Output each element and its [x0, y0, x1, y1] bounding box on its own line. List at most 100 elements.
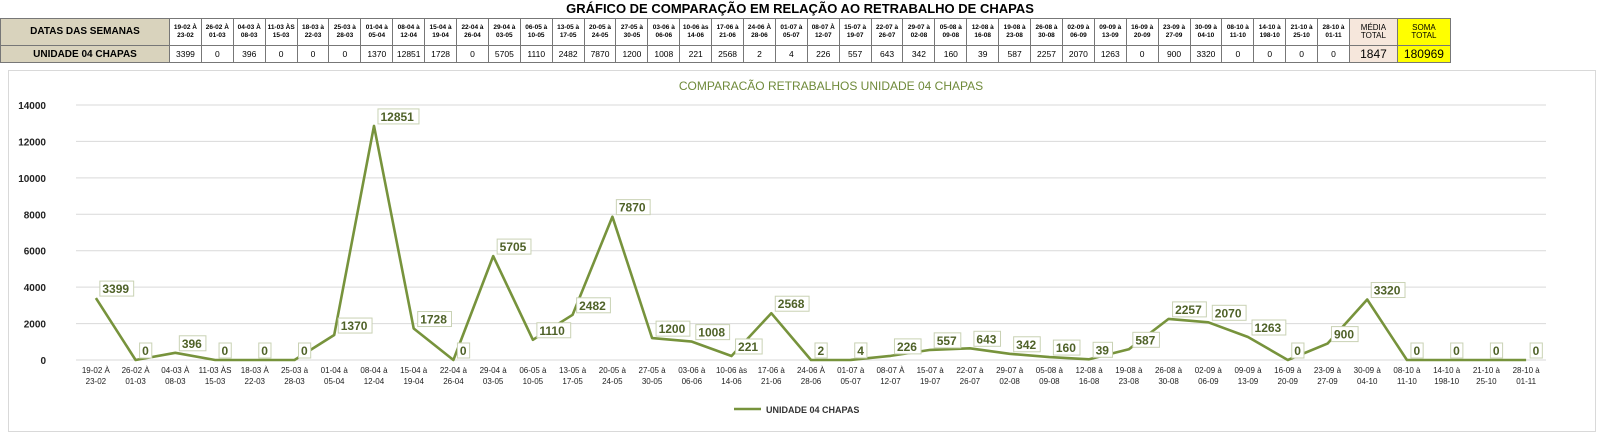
x-tick-label-line: 21-10 à: [1473, 366, 1501, 375]
week-value-cell: 1200: [615, 45, 649, 63]
data-label: 0: [1291, 342, 1305, 359]
week-header-start: 29-07 à: [907, 24, 930, 31]
data-label: 2070: [1211, 304, 1247, 321]
week-header-start: 15-07 à: [844, 24, 867, 31]
x-tick-label: 28-10 à 01-11: [1513, 366, 1541, 386]
x-tick-label: 30-09 à 04-10: [1354, 366, 1382, 386]
data-label-text: 900: [1334, 328, 1354, 342]
x-tick-label-line: 15-07 à: [917, 366, 945, 375]
data-label-text: 2: [818, 344, 825, 358]
x-tick-label: 26-02 À 01-03: [122, 366, 151, 386]
data-label-text: 2257: [1175, 303, 1202, 317]
x-tick-label-line: 15-03: [205, 377, 226, 386]
week-header-end: 10-05: [527, 32, 545, 39]
week-header: 08-07 À 12-07: [806, 18, 840, 46]
line-chart: COMPARACÃO RETRABALHOS UNIDADE 04 CHAPAS…: [18, 79, 1546, 415]
data-label-box: [1330, 326, 1359, 343]
data-label-box: [1052, 339, 1081, 356]
x-tick-label: 22-04 à 26-04: [440, 366, 468, 386]
x-tick-label-line: 17-06 à: [758, 366, 786, 375]
week-value-cell: 4: [774, 45, 808, 63]
x-tick-label-line: 26-02 À: [122, 366, 151, 375]
week-header: 21-10 à 25-10: [1285, 18, 1319, 46]
x-tick-label-line: 05-08 à: [1036, 366, 1064, 375]
week-header-start: 22-07 à: [876, 24, 899, 31]
x-tick-label: 19-02 À 23-02: [82, 366, 111, 386]
x-tick-label-line: 20-05 à: [599, 366, 627, 375]
x-tick-label-line: 05-04: [324, 377, 345, 386]
x-tick-label-line: 20-09: [1278, 377, 1299, 386]
week-header: 12-08 à 16-08: [966, 18, 1000, 46]
week-header-end: 23-08: [1006, 32, 1023, 39]
week-header: 22-04 à 26-04: [456, 18, 489, 46]
week-header-end: 24-05: [591, 32, 609, 39]
x-tick-label-line: 27-05 à: [639, 366, 667, 375]
week-header: 08-04 à 12-04: [392, 18, 426, 46]
week-header-start: 13-05 à: [557, 24, 580, 31]
data-label-text: 1263: [1255, 321, 1282, 335]
y-tick-label: 12000: [18, 137, 46, 148]
week-value-cell: 3320: [1189, 45, 1223, 63]
x-tick-label-line: 22-04 à: [440, 366, 468, 375]
chart-title: COMPARACÃO RETRABALHOS UNIDADE 04 CHAPAS: [679, 79, 983, 93]
data-label: 4: [854, 342, 868, 359]
x-tick-label-line: 30-09 à: [1354, 366, 1382, 375]
week-header-end: 03-05: [496, 32, 513, 39]
week-header: 22-07 à 26-07: [870, 18, 904, 46]
week-header: 14-10 à 198-10: [1253, 18, 1287, 46]
data-label-text: 2482: [579, 299, 606, 313]
page-title: GRÁFICO DE COMPARAÇÃO EM RELAÇÃO AO RETR…: [566, 1, 1034, 16]
data-label-text: 342: [1016, 338, 1036, 352]
x-tick-label-line: 01-03: [125, 377, 146, 386]
week-value-cell: 557: [838, 45, 872, 63]
week-value-cell: 1008: [647, 45, 681, 63]
week-header-start: 19-08 à: [1003, 24, 1026, 31]
week-header: 30-09 à 04-10: [1189, 18, 1223, 46]
x-tick-label: 11-03 ÀS 15-03: [199, 366, 232, 386]
week-value-cell: 643: [870, 45, 904, 63]
week-header-end: 19-07: [846, 32, 864, 39]
x-tick-label: 04-03 À 08-03: [161, 366, 190, 386]
data-label: 2482: [576, 297, 611, 314]
x-tick-label-line: 08-07 À: [876, 366, 905, 375]
week-header-end: 26-04: [464, 32, 481, 39]
week-header: 01-04 à 05-04: [360, 18, 394, 46]
week-header-start: 18-03 à: [301, 24, 325, 31]
week-header-start: 01-07 à: [780, 24, 803, 31]
week-header-start: 05-08 à: [939, 24, 962, 31]
data-label-text: 2070: [1215, 306, 1242, 320]
x-tick-label-line: 06-05 à: [519, 366, 547, 375]
week-value-cell: 0: [1285, 45, 1319, 63]
week-header: 15-07 à 19-07: [838, 18, 872, 46]
x-tick-label-line: 12-04: [364, 377, 385, 386]
x-tick-label: 16-09 à 20-09: [1274, 366, 1302, 386]
data-label-text: 1008: [698, 326, 725, 340]
data-label-box: [99, 280, 135, 297]
week-header-start: 04-03 À: [237, 24, 261, 31]
data-label: 3399: [99, 280, 135, 297]
data-label-box: [1370, 282, 1406, 299]
x-tick-label-line: 06-06: [682, 377, 703, 386]
data-label-box: [814, 342, 828, 359]
week-header: 02-09 à 06-09: [1061, 18, 1095, 46]
data-label-box: [774, 295, 810, 312]
week-header-start: 14-10 à: [1258, 24, 1281, 31]
x-tick-label: 05-08 à 09-08: [1036, 366, 1064, 386]
week-header-end: 16-08: [974, 32, 992, 39]
week-header-start: 23-09 à: [1163, 24, 1186, 31]
x-tick-label: 20-05 à 24-05: [599, 366, 627, 386]
week-value-cell: 226: [806, 45, 840, 63]
data-label: 39: [1092, 341, 1114, 358]
average-header: MÉDIA TOTAL: [1348, 18, 1398, 46]
week-header: 11-03 ÀS 15-03: [264, 18, 298, 46]
series-line: [94, 124, 1527, 362]
data-label-box: [695, 324, 731, 341]
data-label-box: [218, 342, 232, 359]
data-label-text: 4: [857, 344, 864, 358]
x-tick-label-line: 29-04 à: [480, 366, 508, 375]
x-tick-label-line: 19-07: [920, 377, 941, 386]
x-tick-label-line: 01-07 à: [837, 366, 865, 375]
x-tick-label-line: 26-04: [443, 377, 464, 386]
week-header-start: 26-08 à: [1035, 24, 1058, 31]
data-label-box: [536, 322, 572, 339]
